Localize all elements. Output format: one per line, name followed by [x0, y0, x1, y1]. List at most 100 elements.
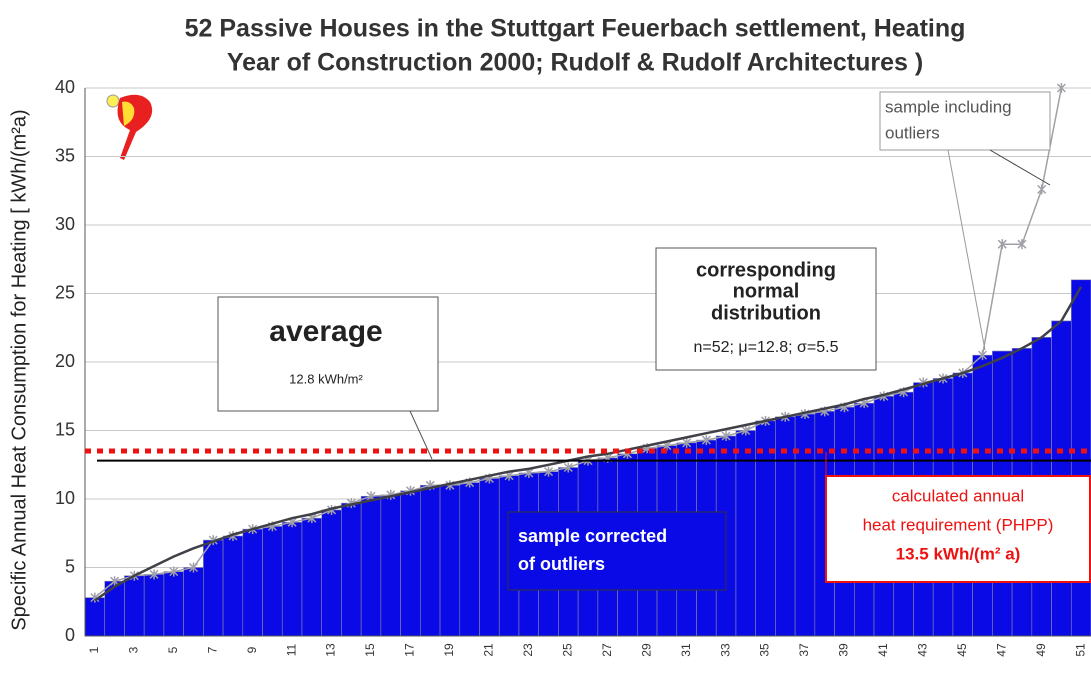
x-tick-label: 37	[797, 643, 811, 657]
x-tick-label: 43	[916, 643, 930, 657]
x-tick-label: 19	[442, 643, 456, 657]
x-tick-label: 3	[126, 646, 140, 653]
y-tick-label: 10	[55, 488, 75, 508]
y-tick-label: 30	[55, 214, 75, 234]
x-tick-label: 1	[87, 646, 101, 653]
line-marker	[977, 350, 988, 361]
x-tick-label: 11	[284, 643, 298, 656]
bar	[104, 580, 125, 637]
annotation-text: average	[269, 315, 382, 348]
bar	[222, 535, 244, 637]
bar	[794, 413, 816, 637]
line-marker	[188, 562, 199, 573]
annotation-box	[879, 91, 1051, 151]
line-marker	[701, 435, 711, 446]
chart-title: 52 Passive Houses in the Stuttgart Feuer…	[185, 15, 966, 43]
bar	[242, 528, 263, 637]
line-marker	[90, 592, 100, 603]
bar	[281, 521, 303, 637]
x-tick-label: 47	[994, 643, 1008, 657]
annotation-box	[507, 511, 727, 591]
bar	[479, 478, 500, 637]
x-tick-label: 25	[560, 643, 574, 657]
line-marker	[544, 466, 554, 477]
x-tick-label: 27	[600, 643, 614, 657]
bar	[459, 482, 480, 637]
x-tick-label: 35	[758, 643, 772, 657]
line-marker	[169, 566, 179, 577]
x-tick-label: 13	[324, 643, 338, 657]
line-marker	[563, 462, 573, 473]
x-tick-label: 29	[639, 643, 653, 657]
annotation-text: of outliers	[518, 554, 605, 574]
x-tick-label: 9	[245, 646, 259, 653]
x-tick-label: 23	[521, 643, 535, 657]
annotation-leader	[947, 149, 986, 351]
bar	[321, 509, 342, 637]
annotation-text: corresponding	[696, 259, 836, 281]
x-tick-label: 45	[955, 643, 969, 657]
annotation-text: n=52; μ=12.8; σ=5.5	[694, 339, 839, 356]
logo	[106, 94, 153, 160]
annotation-leader	[989, 149, 1051, 186]
bar	[439, 484, 461, 637]
y-tick-label: 15	[55, 419, 75, 439]
bar	[301, 517, 323, 637]
line-marker	[682, 437, 692, 448]
line-marker	[1017, 239, 1027, 250]
annotation-text: sample including	[885, 97, 1012, 116]
annotation-text: 12.8 kWh/m²	[289, 371, 363, 386]
annotation-box	[217, 296, 439, 412]
annotation-box	[655, 247, 877, 371]
annotation-box	[825, 475, 1091, 583]
bar	[360, 495, 382, 637]
x-tick-label: 31	[679, 643, 693, 657]
line-marker	[1056, 83, 1066, 93]
y-tick-label: 5	[65, 556, 75, 576]
y-tick-label: 25	[55, 282, 75, 302]
line-series	[94, 286, 1083, 602]
annotation-text: distribution	[711, 302, 821, 324]
line-marker	[721, 430, 731, 441]
annotation-leader	[409, 410, 433, 460]
x-tick-label: 39	[837, 643, 851, 657]
bar	[262, 526, 283, 637]
line-marker	[1037, 184, 1047, 195]
x-tick-label: 49	[1034, 643, 1048, 657]
annotation-text: 13.5 kWh/(m² a)	[896, 544, 1021, 563]
bar	[380, 494, 401, 637]
annotation-text: heat requirement (PHPP)	[863, 515, 1054, 534]
chart-title: Year of Construction 2000; Rudolf & Rudo…	[227, 49, 923, 77]
bar	[203, 539, 224, 637]
y-tick-label: 35	[55, 145, 75, 165]
bar	[183, 567, 204, 637]
bar	[124, 575, 145, 637]
y-tick-label: 20	[55, 351, 75, 371]
y-axis-label: Specific Annual Heat Consumption for Hea…	[8, 109, 30, 630]
line-marker	[997, 239, 1007, 250]
bar	[143, 574, 165, 637]
annotation-text: normal	[733, 280, 800, 302]
bar	[84, 597, 106, 637]
x-tick-label: 41	[876, 643, 890, 657]
bar	[420, 484, 441, 637]
x-tick-label: 5	[166, 646, 180, 653]
bar	[341, 502, 362, 637]
x-tick-label: 21	[482, 643, 496, 657]
x-tick-label: 17	[403, 643, 417, 657]
x-tick-label: 7	[205, 646, 219, 653]
x-tick-label: 51	[1073, 643, 1087, 657]
annotation-text: calculated annual	[892, 486, 1024, 505]
annotations: average 12.8 kWh/m² corresponding normal…	[217, 91, 1091, 591]
y-tick-label: 0	[65, 625, 75, 645]
line-marker	[149, 569, 159, 580]
bar	[400, 490, 421, 637]
x-tick-label: 15	[363, 643, 377, 657]
y-tick-label: 40	[55, 77, 75, 97]
line-marker	[741, 425, 751, 436]
x-tick-label: 33	[718, 643, 732, 657]
annotation-text: sample corrected	[518, 526, 667, 546]
bar	[163, 571, 184, 637]
annotation-text: outliers	[885, 123, 940, 142]
